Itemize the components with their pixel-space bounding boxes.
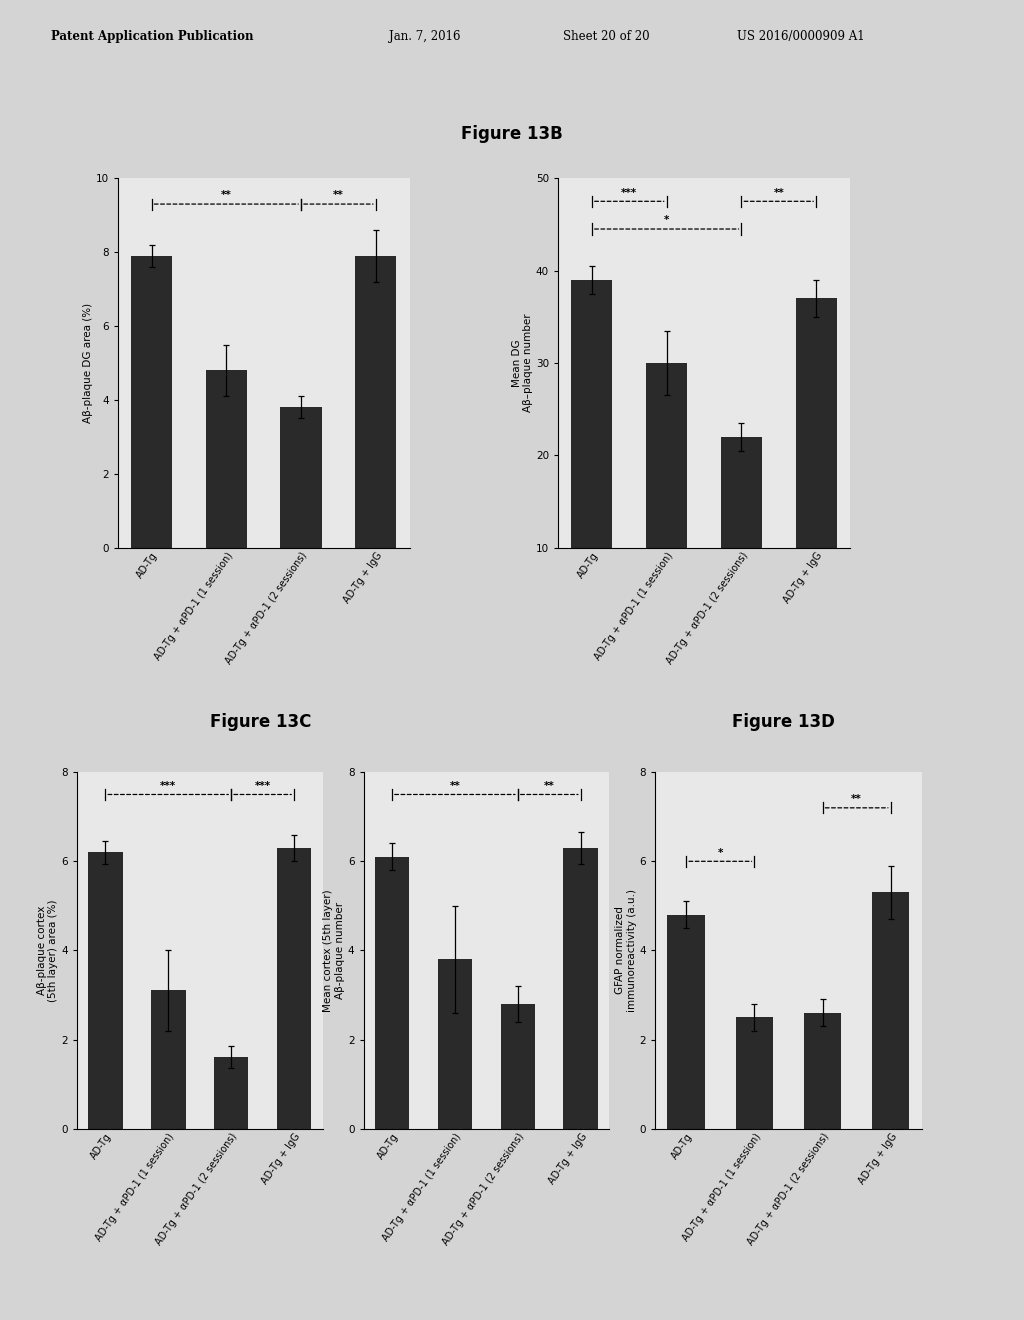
Bar [281, 408, 322, 548]
Text: ***: *** [255, 781, 270, 791]
Bar [88, 853, 123, 1129]
Text: ***: *** [160, 781, 176, 791]
Y-axis label: GFAP normalized
immunoreactivity (a.u.): GFAP normalized immunoreactivity (a.u.) [615, 888, 637, 1012]
Text: **: ** [221, 190, 231, 201]
Bar [151, 990, 185, 1129]
Bar [571, 280, 612, 640]
Text: Figure 13C: Figure 13C [211, 713, 311, 731]
Text: **: ** [333, 190, 344, 201]
Bar [214, 1057, 249, 1129]
Text: Figure 13B: Figure 13B [461, 125, 563, 144]
Text: **: ** [544, 781, 555, 791]
Bar [563, 847, 598, 1129]
Bar [668, 915, 705, 1129]
Bar [735, 1018, 773, 1129]
Bar [375, 857, 410, 1129]
Y-axis label: Aβ-plaque cortex
(5th layer) area (%): Aβ-plaque cortex (5th layer) area (%) [37, 899, 58, 1002]
Text: **: ** [773, 187, 784, 198]
Bar [721, 437, 762, 640]
Text: US 2016/0000909 A1: US 2016/0000909 A1 [737, 30, 865, 42]
Text: **: ** [450, 781, 461, 791]
Text: Patent Application Publication: Patent Application Publication [51, 30, 254, 42]
Text: *: * [718, 847, 723, 858]
Y-axis label: Aβ-plaque DG area (%): Aβ-plaque DG area (%) [83, 302, 93, 424]
Bar [501, 1003, 536, 1129]
Bar [437, 960, 472, 1129]
Y-axis label: Mean DG
Aβ–plaque number: Mean DG Aβ–plaque number [512, 314, 534, 412]
Text: **: ** [851, 795, 862, 804]
Text: Figure 13D: Figure 13D [732, 713, 835, 731]
Text: Jan. 7, 2016: Jan. 7, 2016 [389, 30, 461, 42]
Bar [206, 371, 247, 548]
Text: Sheet 20 of 20: Sheet 20 of 20 [563, 30, 650, 42]
Bar [276, 847, 311, 1129]
Text: *: * [664, 215, 670, 226]
Text: ***: *** [622, 187, 637, 198]
Bar [131, 256, 172, 548]
Y-axis label: Mean cortex (5th layer)
Aβ-plaque number: Mean cortex (5th layer) Aβ-plaque number [324, 890, 345, 1011]
Bar [646, 363, 687, 640]
Bar [872, 892, 909, 1129]
Bar [355, 256, 396, 548]
Bar [796, 298, 837, 640]
Bar [804, 1012, 842, 1129]
